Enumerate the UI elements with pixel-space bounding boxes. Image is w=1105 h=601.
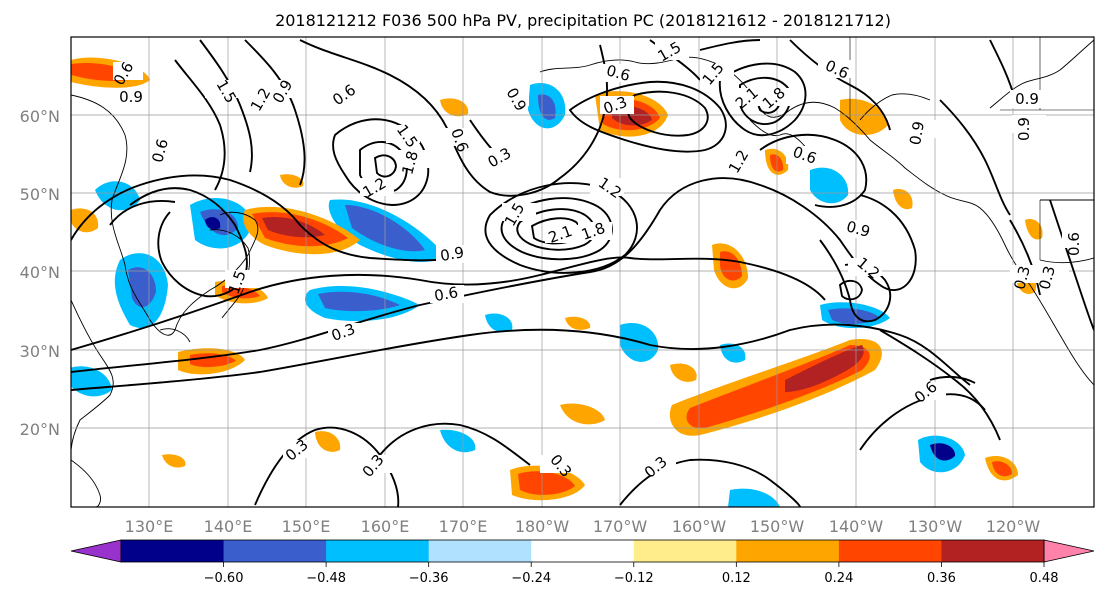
contour-label: 0.9 (439, 243, 466, 265)
lon-label: 130°E (125, 517, 174, 536)
lon-label: 170°E (439, 517, 488, 536)
colorbar-ticks (223, 562, 1045, 567)
negative-anomaly (810, 167, 849, 204)
contour-label: 0.9 (1015, 117, 1033, 141)
positive-anomaly (560, 403, 605, 425)
lon-label: 120°W (986, 517, 1041, 536)
colorbar-extend-min (70, 539, 122, 563)
negative-anomaly (538, 94, 556, 120)
contour-label: 0.6 (433, 283, 460, 305)
lon-label: 160°W (672, 517, 727, 536)
colorbar-label: −0.48 (306, 571, 346, 586)
colorbar-label: 0.48 (1030, 571, 1059, 586)
lat-label: 30°N (20, 342, 60, 361)
colorbar-extend-max (1043, 539, 1095, 563)
positive-anomaly (315, 431, 341, 452)
contour-label: 0.3 (1035, 264, 1059, 292)
colorbar-label: −0.24 (511, 571, 551, 586)
positive-anomaly (840, 98, 888, 136)
colorbar-cell (428, 540, 532, 562)
colorbar-cells (70, 539, 1095, 563)
colorbar-cell (941, 540, 1045, 562)
negative-anomaly (930, 443, 956, 461)
colorbar-label: −0.60 (204, 571, 244, 586)
positive-anomaly (280, 174, 304, 188)
lon-label: 160°E (361, 517, 410, 536)
contour-label: 0.9 (1015, 90, 1039, 108)
negative-anomaly (205, 217, 221, 230)
negative-anomaly (485, 313, 513, 333)
positive-anomaly (222, 285, 260, 299)
contour-label: 0.9 (906, 120, 928, 147)
map-area: 0.6 0.9 0.6 1.5 1.2 0.9 0.6 1.5 1.8 1.2 … (71, 37, 1094, 507)
negative-anomaly (318, 291, 400, 312)
map-title: 2018121212 F036 500 hPa PV, precipitatio… (275, 11, 891, 30)
positive-anomaly (770, 154, 784, 172)
colorbar-label: −0.12 (614, 571, 654, 586)
colorbar-cell (326, 540, 430, 562)
positive-anomaly (262, 216, 325, 238)
contour-label: 0.6 (148, 137, 172, 165)
positive-anomaly (670, 363, 697, 382)
lon-label: 150°E (282, 517, 331, 536)
negative-anomaly (728, 488, 780, 507)
colorbar-cell (223, 540, 327, 562)
lat-label: 60°N (20, 107, 60, 126)
lon-label: 150°W (750, 517, 805, 536)
lat-label: 40°N (20, 263, 60, 282)
positive-anomaly (162, 454, 186, 468)
lon-label: 130°W (908, 517, 963, 536)
contour-label: 0.9 (119, 88, 143, 106)
positive-anomaly (785, 345, 864, 392)
positive-anomaly (720, 251, 742, 281)
positive-anomaly (992, 461, 1012, 477)
negative-anomaly (828, 308, 880, 324)
positive-anomaly (518, 471, 575, 495)
colorbar-cell (736, 540, 840, 562)
positive-anomaly (1025, 219, 1043, 240)
negative-anomaly (440, 429, 476, 453)
map-frame (70, 36, 1095, 508)
colorbar-cell (531, 540, 635, 562)
lon-label: 180°W (515, 517, 570, 536)
contour-label: 0.3 (1010, 264, 1034, 292)
lat-label: 20°N (20, 420, 60, 439)
contour-label: 1.8 (398, 149, 422, 177)
colorbar-cell (121, 540, 225, 562)
lon-label: 140°W (829, 517, 884, 536)
lon-label: 140°E (204, 517, 253, 536)
positive-anomaly (565, 316, 591, 330)
colorbar-cell (633, 540, 737, 562)
contour-label: 0.9 (844, 217, 872, 241)
colorbar-label: 0.12 (722, 571, 751, 586)
colorbar-cell (838, 540, 942, 562)
positive-anomaly (893, 189, 913, 210)
colorbar: −0.60 −0.48 −0.36 −0.24 −0.12 0.12 0.24 0.36 0.4… (70, 539, 1095, 586)
colorbar-frame (120, 539, 1045, 563)
colorbar-labels: −0.60 −0.48 −0.36 −0.24 −0.12 0.12 0.24 0.36 0.4… (204, 571, 1059, 586)
lon-label: 170°W (593, 517, 648, 536)
lat-label: 50°N (20, 185, 60, 204)
colorbar-label: 0.24 (824, 571, 853, 586)
contour-label: 0.6 (604, 61, 632, 85)
contour-label: 0.6 (1065, 232, 1083, 256)
positive-anomaly (440, 98, 469, 117)
colorbar-label: −0.36 (409, 571, 449, 586)
negative-anomaly (720, 343, 746, 363)
latitude-labels: 60°N 50°N 40°N 30°N 20°N (20, 107, 60, 439)
positive-anomaly (190, 353, 236, 368)
longitude-labels: 130°E 140°E 150°E 160°E 170°E 180°W 170°… (125, 517, 1041, 536)
colorbar-label: 0.36 (927, 571, 956, 586)
